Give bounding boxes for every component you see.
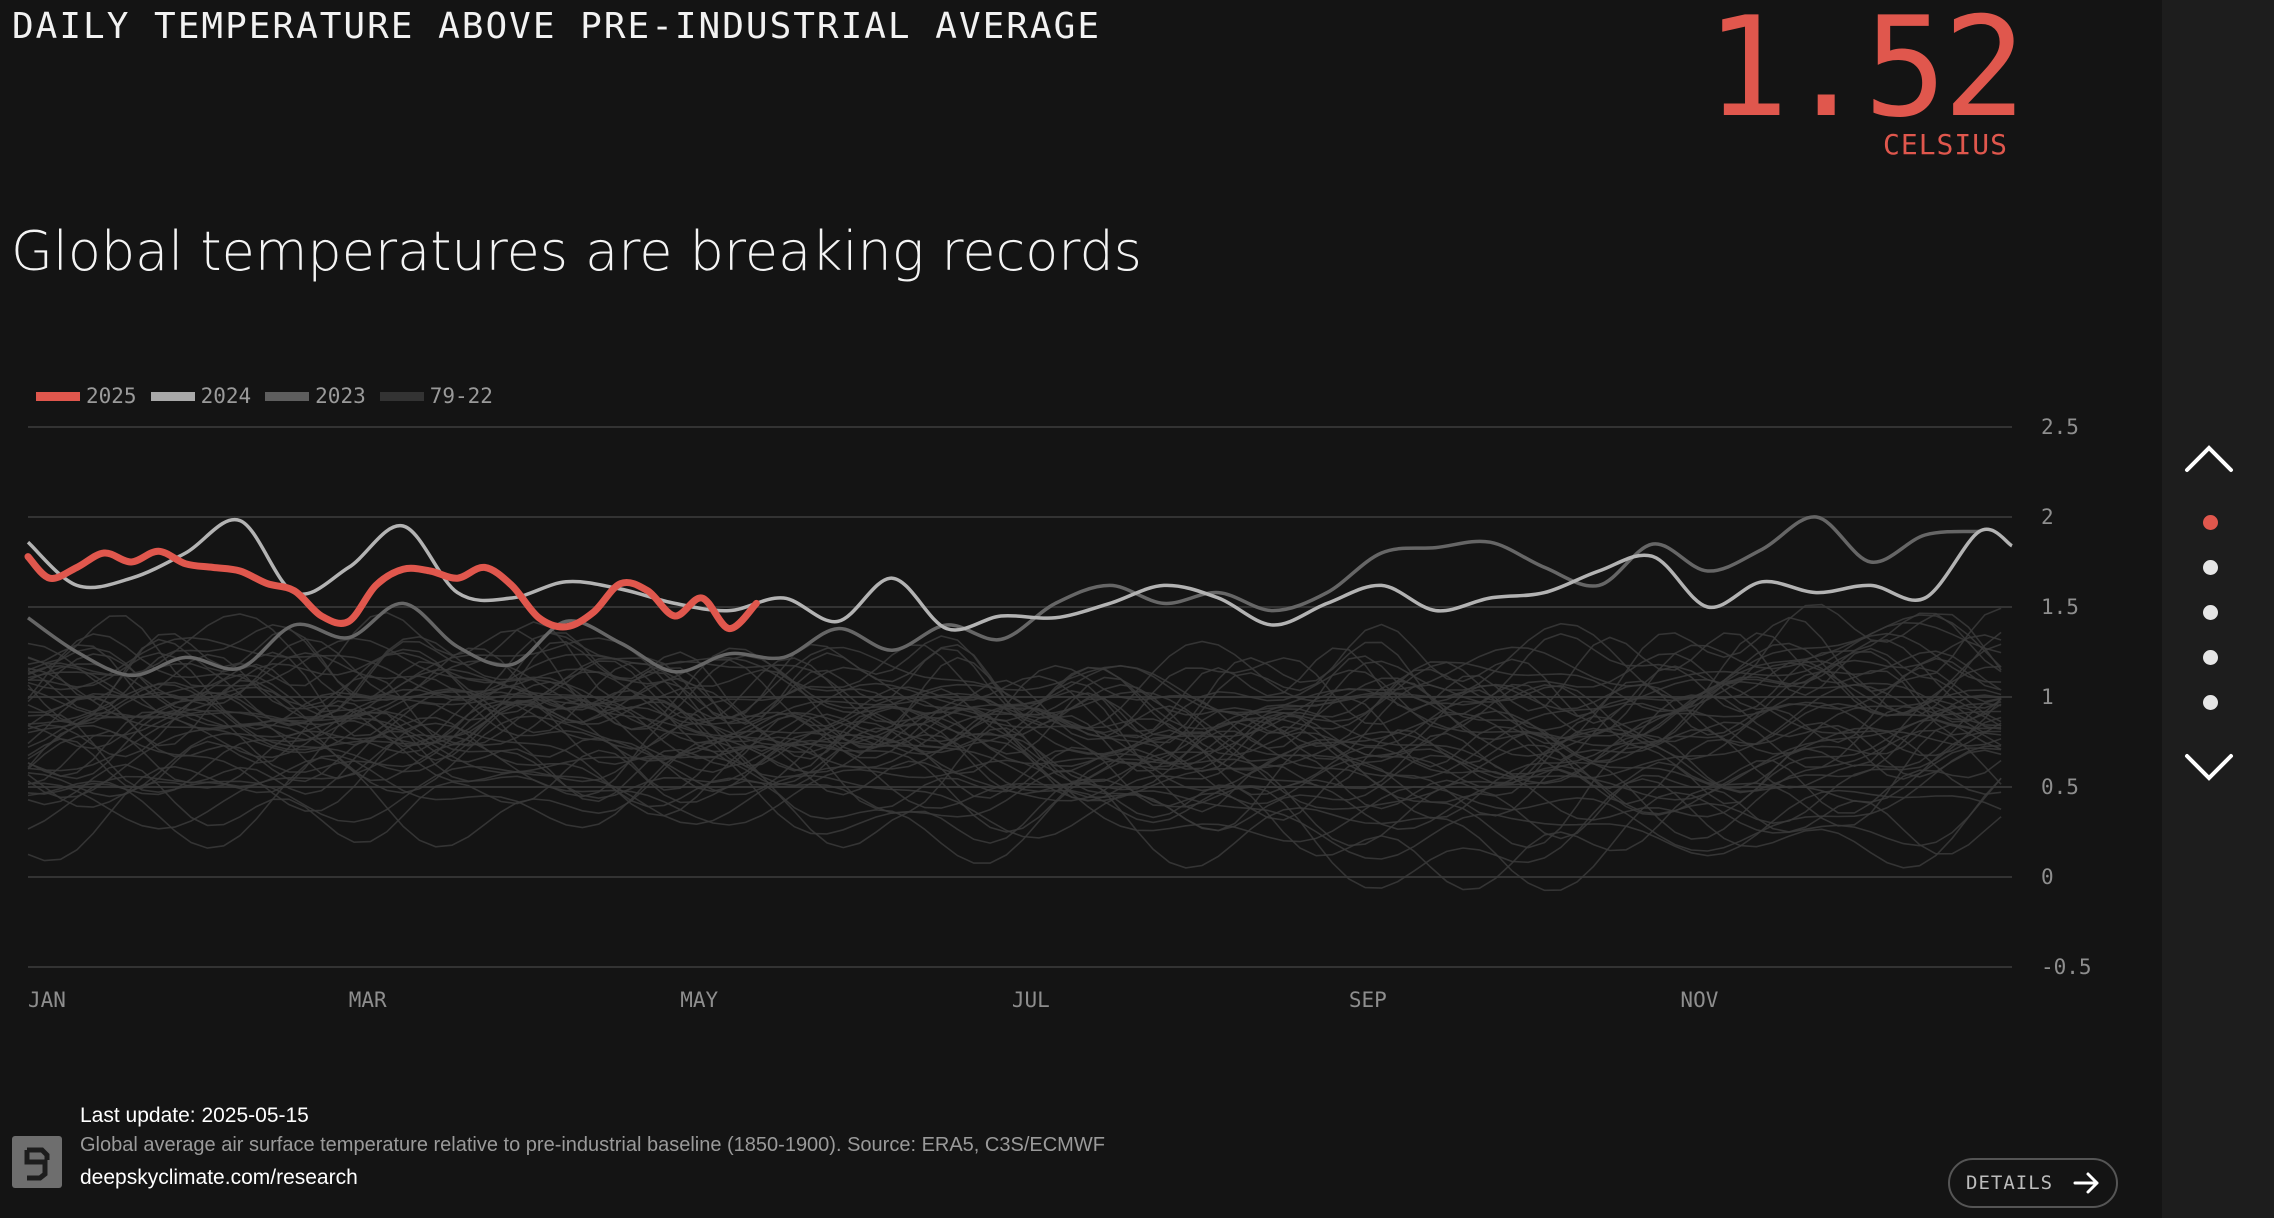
series-79-22-line xyxy=(27,702,2002,819)
series-79-22-line xyxy=(27,681,2002,792)
temperature-chart: 2.5 2 1.5 1 0.5 0 -0.5 JAN MAR MAY JUL SEP NOV xyxy=(24,415,2092,1012)
last-update-value: 2025-05-15 xyxy=(201,1104,309,1127)
series-79-22-line xyxy=(27,621,2002,716)
metric-unit: CELSIUS xyxy=(1882,128,2008,161)
chart-legend: 2025 2024 2023 79-22 xyxy=(36,384,493,408)
series-2024-line xyxy=(26,517,2013,632)
y-tick-label: 0.5 xyxy=(2041,775,2079,799)
main-panel: DAILY TEMPERATURE ABOVE PRE-INDUSTRIAL A… xyxy=(11,0,2118,1208)
series-79-22-line xyxy=(27,614,2002,737)
series-79-22-line xyxy=(27,613,2002,729)
nav-dot-5[interactable] xyxy=(2203,695,2218,710)
nav-dot-2[interactable] xyxy=(2203,560,2218,575)
series-79-22-line xyxy=(27,666,2002,772)
legend-item-79-22: 79-22 xyxy=(379,384,493,408)
legend-label-2025: 2025 xyxy=(86,384,137,408)
legend-item-2023: 2023 xyxy=(265,384,366,408)
legend-swatch-79-22 xyxy=(379,391,424,401)
nav-dot-4[interactable] xyxy=(2203,650,2218,665)
series-79-22-line xyxy=(27,607,2002,733)
details-button[interactable]: DETAILS xyxy=(1948,1158,2118,1208)
series-79-22-line xyxy=(27,697,2002,817)
series-79-22-line xyxy=(27,692,2002,785)
legend-label-79-22: 79-22 xyxy=(429,384,493,408)
legend-item-2025: 2025 xyxy=(36,384,137,408)
deepsky-logo-icon xyxy=(12,1136,62,1188)
nav-dot-1[interactable] xyxy=(2203,515,2218,530)
nav-dot-3[interactable] xyxy=(2203,605,2218,620)
series-79-22-line xyxy=(27,632,2002,769)
x-tick-label: JAN xyxy=(28,988,66,1012)
y-tick-label: 1 xyxy=(2041,685,2054,709)
series-79-22-line xyxy=(27,700,2002,805)
x-tick-label: MAY xyxy=(680,988,718,1012)
series-79-22-line xyxy=(27,647,2002,761)
series-79-22-line xyxy=(27,603,2002,744)
chevron-up-icon[interactable] xyxy=(2184,440,2234,474)
y-tick-label: 0 xyxy=(2041,865,2054,889)
series-79-22-line xyxy=(27,765,2002,860)
y-tick-label: -0.5 xyxy=(2041,955,2092,979)
x-tick-label: NOV xyxy=(1680,988,1718,1012)
legend-label-2024: 2024 xyxy=(200,384,252,408)
x-tick-label: MAR xyxy=(349,988,387,1012)
series-79-22-line xyxy=(27,631,2002,750)
legend-swatch-2024 xyxy=(150,391,195,401)
metric-value: 1.52 xyxy=(1705,0,2026,148)
last-update: Last update: 2025-05-15 xyxy=(80,1104,309,1128)
x-tick-label: JUL xyxy=(1012,988,1050,1012)
last-update-label: Last update: xyxy=(80,1104,196,1127)
arrow-right-icon xyxy=(2073,1172,2099,1194)
x-tick-label: SEP xyxy=(1349,988,1387,1012)
y-tick-label: 2 xyxy=(2041,505,2054,529)
legend-swatch-2025 xyxy=(36,391,80,401)
legend-swatch-2023 xyxy=(265,391,310,401)
page-headline: Global temperatures are breaking records xyxy=(11,220,1142,283)
series-79-22-line xyxy=(27,659,2002,766)
metric-title: DAILY TEMPERATURE ABOVE PRE-INDUSTRIAL A… xyxy=(12,6,1101,47)
details-button-label: DETAILS xyxy=(1966,1172,2054,1194)
series-79-22-line xyxy=(27,719,2002,831)
series-79-22-line xyxy=(27,643,2002,759)
chart-description: Global average air surface temperature r… xyxy=(80,1134,1105,1156)
research-link[interactable]: deepskyclimate.com/research xyxy=(80,1166,358,1189)
y-tick-label: 2.5 xyxy=(2041,415,2079,439)
series-79-22-line xyxy=(27,739,2002,889)
legend-label-2023: 2023 xyxy=(315,384,366,408)
legend-item-2024: 2024 xyxy=(150,384,252,408)
slide-nav-sidebar xyxy=(2162,0,2274,1218)
series-79-22-line xyxy=(27,702,2002,802)
y-tick-label: 1.5 xyxy=(2041,595,2079,619)
series-79-22-line xyxy=(27,730,2002,840)
series-79-22-line xyxy=(27,722,2002,847)
chevron-down-icon[interactable] xyxy=(2184,752,2234,786)
series-79-22-line xyxy=(27,634,2002,739)
series-79-22-line xyxy=(27,747,2002,892)
series-79-22-line xyxy=(27,749,2002,891)
series-2025-line xyxy=(24,547,760,633)
series-2023-line xyxy=(26,515,1980,678)
